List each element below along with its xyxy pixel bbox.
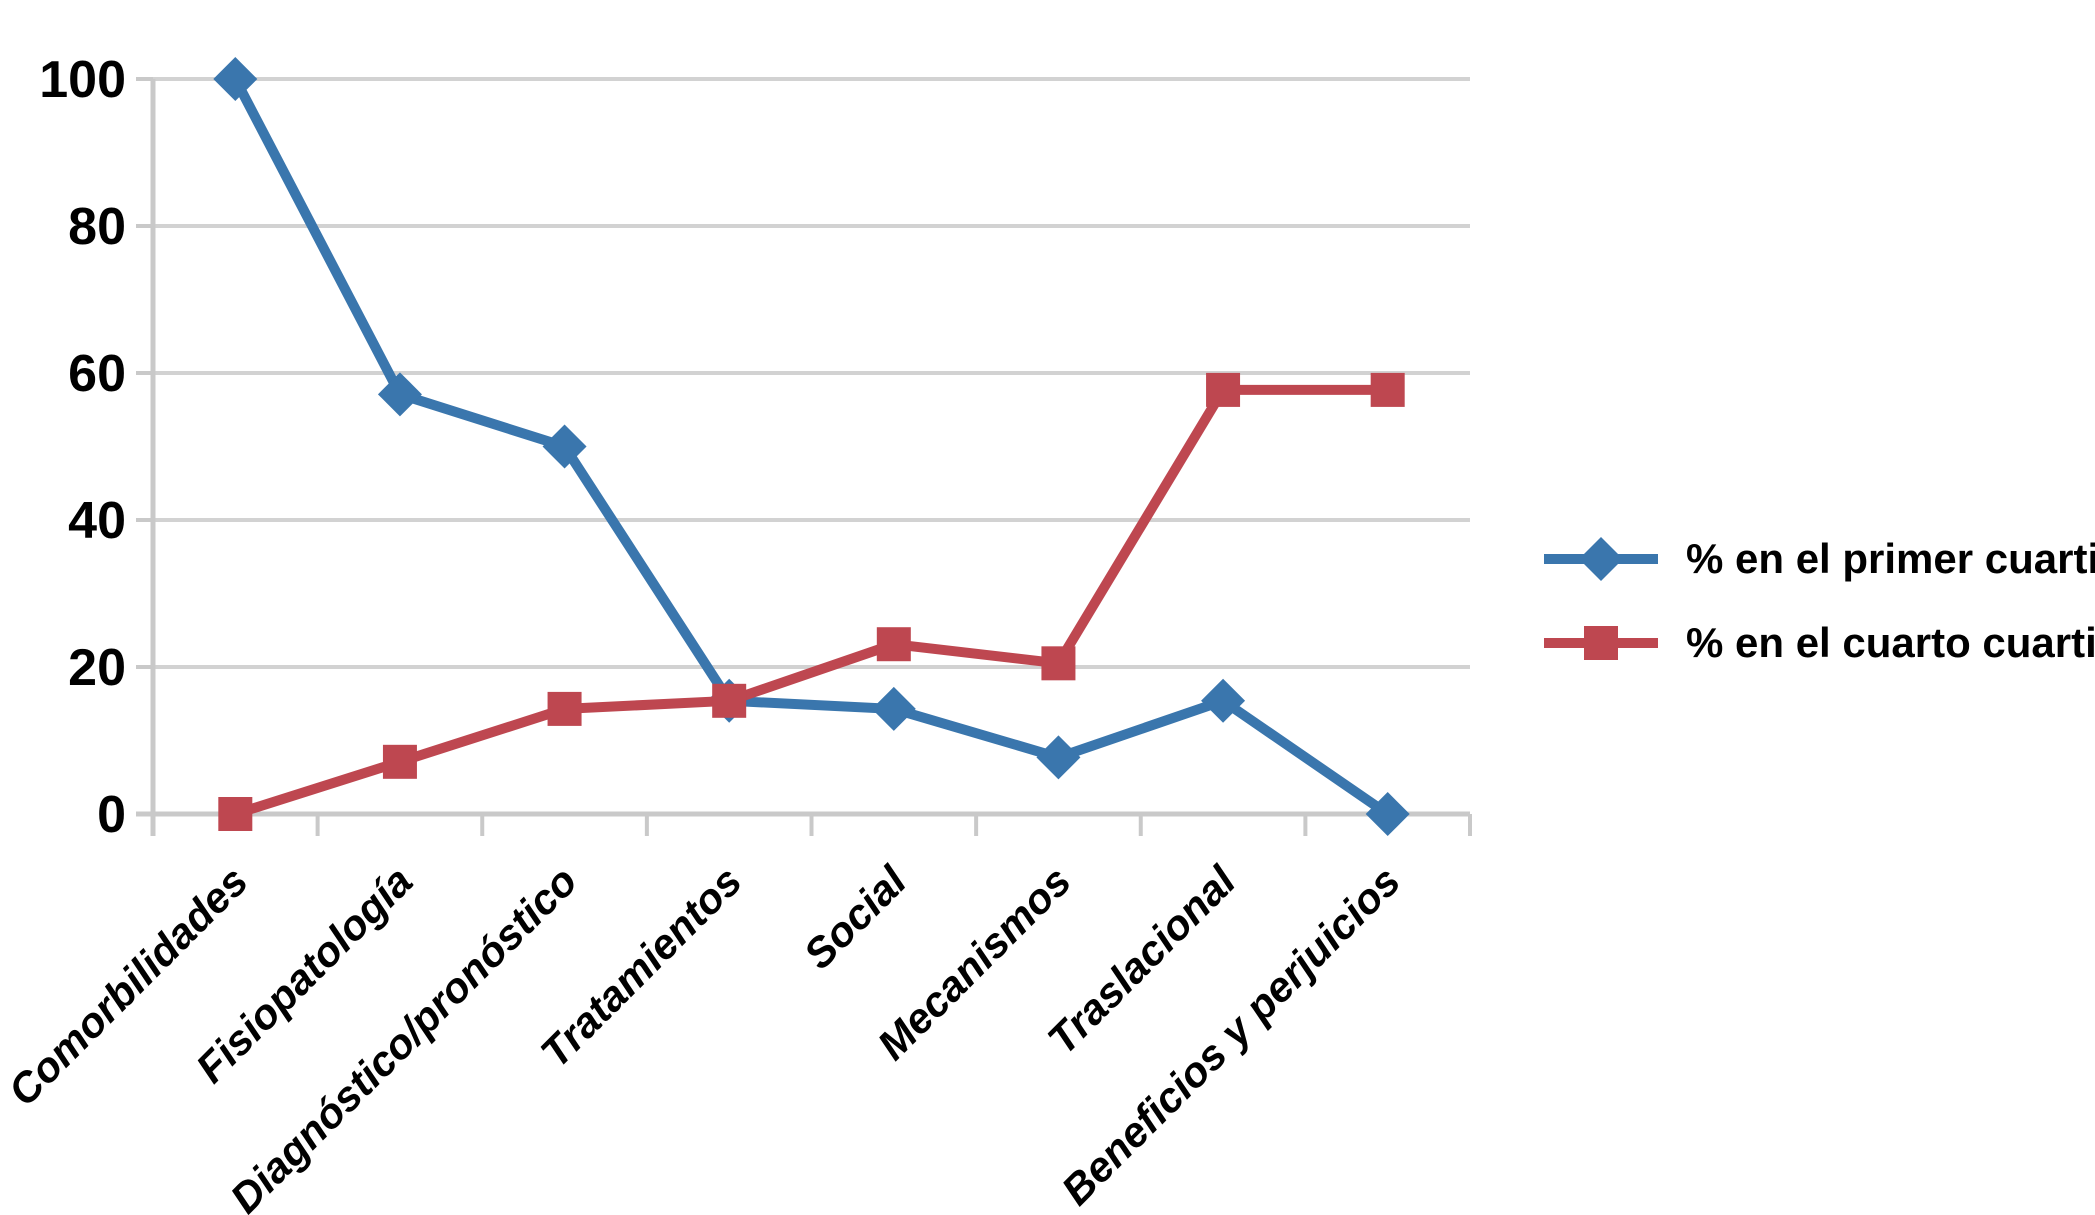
y-tick-label: 20: [68, 639, 126, 697]
legend-item-primer-cuartil: % en el primer cuartil: [1542, 528, 2095, 590]
x-category-label: Beneficios y perjuicios: [1052, 857, 1409, 1214]
legend-label-cuarto-cuartil: % en el cuarto cuartil: [1686, 619, 2095, 666]
data-point-square: [1206, 372, 1241, 407]
x-axis-labels: ComorbilidadesFisiopatologíaDiagnóstico/…: [0, 856, 1409, 1215]
gridlines: [153, 77, 1470, 669]
data-point-square: [547, 691, 582, 726]
data-point-square: [1041, 646, 1076, 681]
legend-diamond-marker-icon: [1544, 537, 1658, 581]
legend-item-cuarto-cuartil: % en el cuarto cuartil: [1542, 612, 2095, 674]
y-axis-labels: 0 20 40 60 80 100: [39, 51, 126, 844]
data-point-diamond: [213, 57, 258, 101]
data-point-diamond: [1365, 792, 1410, 836]
data-point-square: [382, 744, 417, 779]
y-tick-label: 60: [68, 345, 126, 403]
y-tick-label: 40: [68, 492, 126, 550]
series-primer-cuartil: [213, 57, 1410, 836]
x-category-label: Diagnóstico/pronóstico: [221, 857, 586, 1215]
data-point-diamond: [377, 372, 422, 417]
x-category-label: Social: [794, 856, 916, 978]
series-line: [230, 74, 1393, 819]
y-tick-label: 80: [68, 198, 126, 256]
series-line: [230, 384, 1393, 819]
data-point-diamond: [542, 424, 587, 469]
data-point-diamond: [1201, 678, 1246, 723]
legend-diamond: [1579, 537, 1623, 581]
y-tick-label: 100: [39, 51, 126, 109]
data-point-square: [218, 797, 253, 831]
data-point-square: [876, 627, 911, 662]
y-tick-label: 0: [97, 786, 126, 844]
axes: [136, 77, 1472, 836]
chart-legend: % en el primer cuartil % en el cuarto cu…: [1542, 528, 2095, 674]
data-point-square: [712, 683, 747, 718]
legend-square-marker-icon: [1544, 626, 1658, 660]
series-cuarto-cuartil: [218, 372, 1405, 831]
data-point-diamond: [871, 686, 916, 731]
data-point-diamond: [1036, 735, 1081, 780]
legend-label-primer-cuartil: % en el primer cuartil: [1686, 535, 2095, 582]
data-point-square: [1370, 372, 1405, 407]
legend-square: [1584, 626, 1618, 660]
